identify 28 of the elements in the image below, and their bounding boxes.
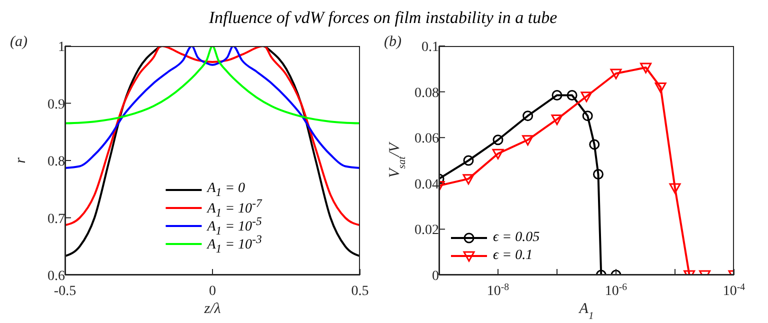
y-tick-label: 0.04 [414, 177, 439, 192]
chart-title: Influence of vdW forces on film instability in a tube [208, 8, 558, 29]
legend-label: ϵ = 0.1 [493, 248, 533, 264]
y-tick-label: 0.8 [48, 154, 65, 170]
y-tick-label: 0.9 [48, 97, 65, 112]
y-tick-label: 1 [58, 40, 65, 55]
line-series [65, 46, 360, 169]
x-tick-label: 10$^{-4}$ [722, 282, 746, 299]
y-tick-label: 0.6 [48, 269, 65, 284]
x-tick-label: 10$^{-8}$ [486, 282, 510, 299]
y-tick-label: 0.7 [48, 212, 65, 227]
y-tick-label: 0.1 [422, 40, 439, 55]
y-tick-label: 0.06 [414, 132, 439, 147]
legend-label: ϵ = 0.05 [493, 230, 540, 246]
x-axis-title: A$_{1}$ [578, 301, 594, 322]
legend-label: A$_{1}$ = 0 [207, 181, 246, 199]
y-tick-label: 0.02 [414, 223, 439, 238]
line-series [65, 46, 360, 124]
text: (b) [384, 34, 402, 51]
x-tick-label: 10$^{-6}$ [604, 282, 628, 299]
x-tick-label: 0 [209, 284, 216, 299]
y-tick-label: 0.08 [414, 86, 439, 101]
text: (a) [10, 34, 28, 51]
x-tick-label: -0.5 [54, 284, 76, 299]
y-axis-title: r [13, 157, 29, 164]
x-tick-label: 0.5 [351, 284, 369, 299]
y-tick-label: 0 [432, 269, 439, 284]
x-axis-title: z/λ [203, 301, 222, 317]
